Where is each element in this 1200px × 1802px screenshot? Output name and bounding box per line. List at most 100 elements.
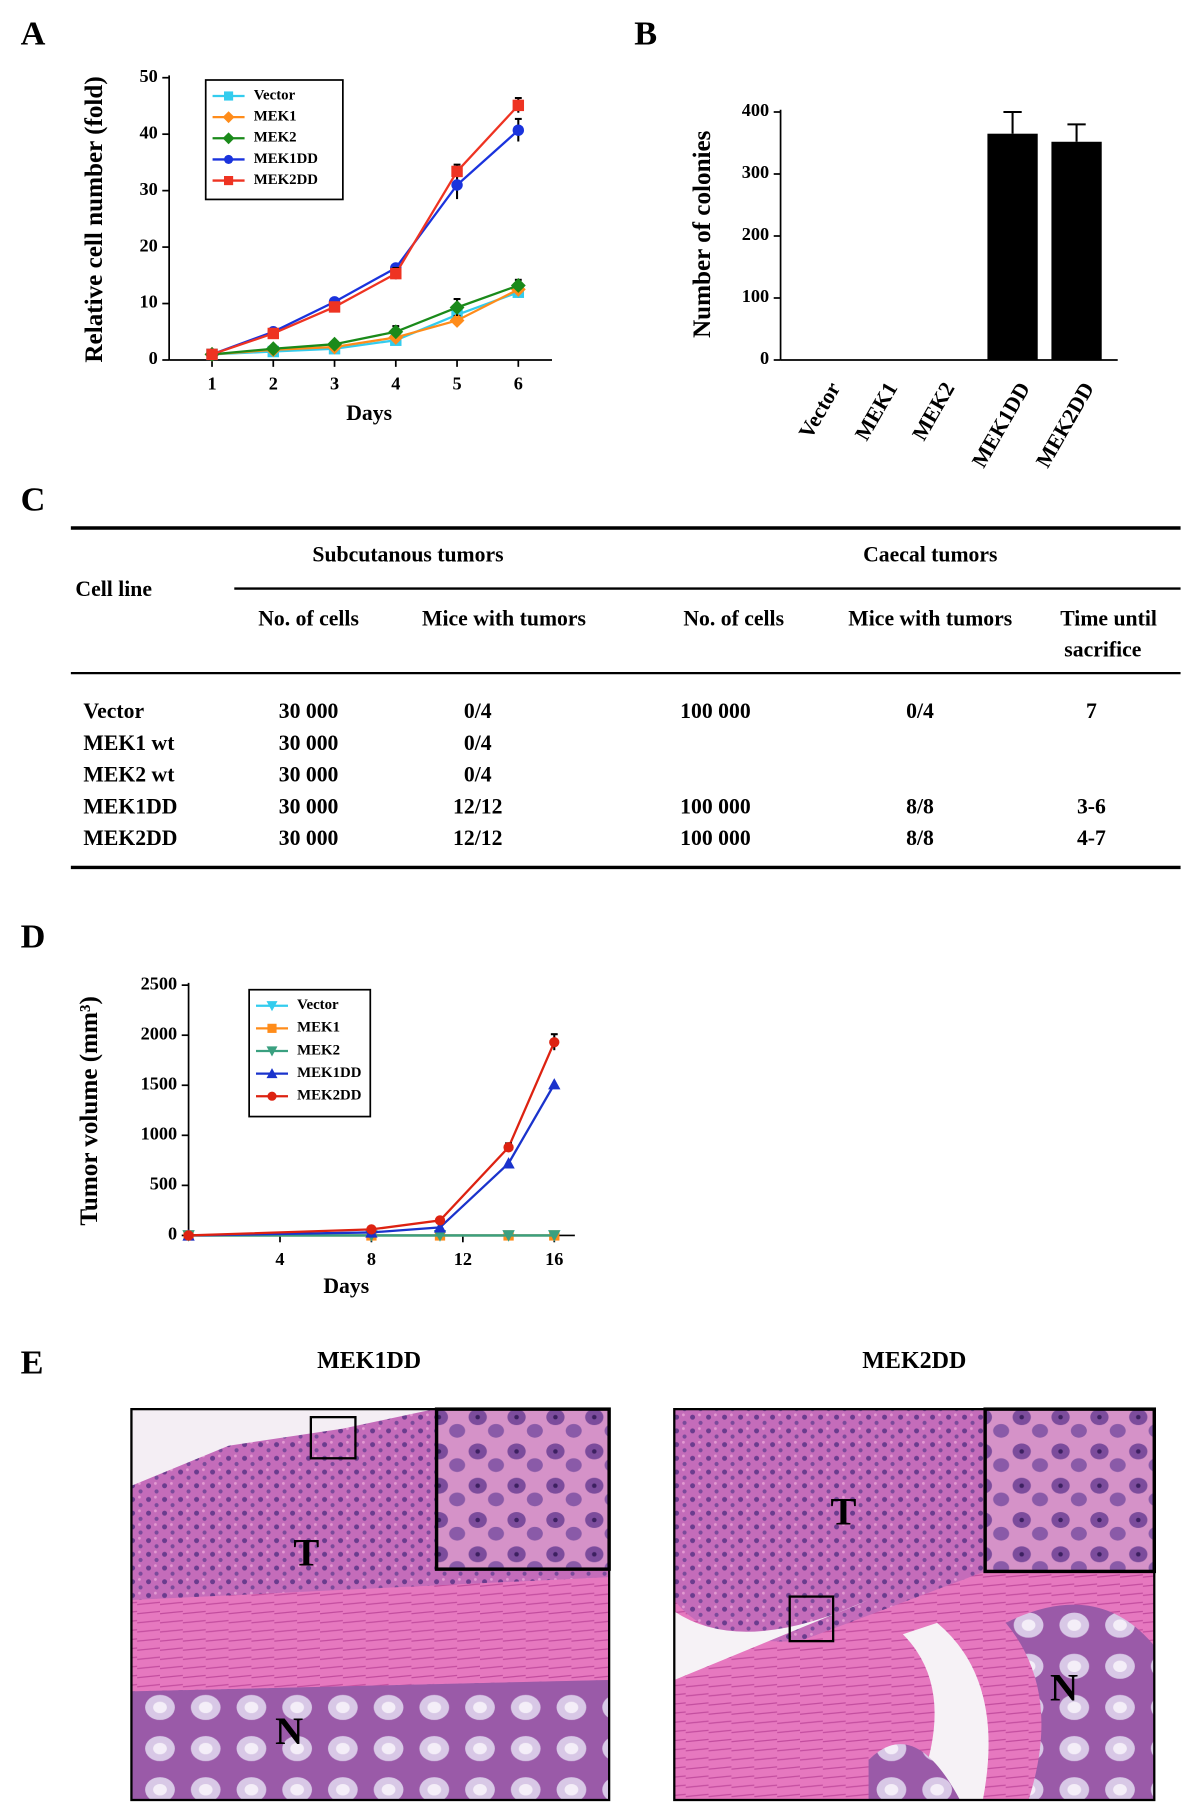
marker [265,341,281,357]
table-cell: 7 [1086,699,1097,723]
y-tick-label: 20 [139,235,157,255]
y-tick-label: 1000 [141,1124,178,1144]
legend-marker [267,1091,277,1101]
y-tick-label: 0 [149,348,158,368]
x-tick-label: 6 [514,373,523,393]
table-cell: No. of cells [258,607,359,631]
legend-marker [222,132,235,145]
marker [512,124,525,136]
table-cell: 30 000 [279,763,339,787]
marker [206,348,218,361]
x-tick-label: MEK2 [907,378,959,444]
marker [366,1224,377,1235]
table-cell: 100 000 [680,794,751,818]
marker [451,179,463,191]
marker [449,313,465,328]
y-tick-label: 30 [139,179,157,199]
table-cell: Mice with tumors [422,607,586,631]
panel-label: E [21,1344,44,1382]
inset-marker [309,1415,357,1460]
table-cell: 12/12 [453,826,502,850]
y-tick-label: 500 [150,1174,177,1194]
y-tick-label: 200 [742,224,769,244]
table-cell: 100 000 [680,826,751,850]
legend-label: Vector [297,997,339,1013]
series-line [211,284,519,356]
tissue-label: N [1050,1666,1078,1709]
x-tick-label: 2 [269,373,278,393]
table-cell: 30 000 [279,826,339,850]
y-tick-label: 0 [168,1224,177,1244]
tissue-label: T [830,1490,856,1533]
x-tick-label: 8 [367,1249,376,1269]
glands [131,1680,610,1800]
table: Cell line Subcutanous tumors Caecal tumors… [70,526,1181,870]
table-cell: Vector [83,699,144,723]
legend-label: MEK2DD [297,1088,361,1104]
marker [548,1230,561,1242]
tissue-label: N [275,1710,303,1753]
background [674,1600,869,1680]
table-cell: 0/4 [464,763,492,787]
frame [673,1408,1156,1802]
marker [267,327,279,340]
y-tick-label: 50 [139,66,157,86]
y-tick-label: 40 [139,122,157,142]
panel-label: B [634,14,657,52]
legend-label: MEK2 [254,130,297,146]
panel-label: A [21,14,46,52]
legend-label: MEK1DD [254,151,318,167]
x-tick-label: 4 [391,373,400,393]
marker [502,1157,515,1169]
legend-label: MEK2 [297,1042,340,1058]
series-line [211,291,519,356]
series-line [188,1041,556,1237]
glands [868,1744,960,1800]
series-line [188,1083,556,1237]
series-line [211,104,520,356]
marker [388,324,404,340]
legend-label: MEK1 [297,1020,340,1036]
table-cell: 12/12 [453,794,502,818]
table-cell: 100 000 [680,699,751,723]
table-cell: MEK2 wt [83,763,175,787]
marker [451,165,463,178]
marker [549,1037,560,1048]
x-axis-label: Days [323,1274,369,1298]
legend-marker [224,176,234,186]
table-cell: Caecal tumors [863,543,997,567]
micrograph-panel: MEK1DD T N [130,1348,611,1802]
y-axis-label: Relative cell number (fold) [81,76,108,362]
legend-marker [224,154,234,164]
x-tick-label: 1 [207,373,216,393]
marker [327,336,342,352]
table-cell: sacrifice [1064,637,1141,661]
x-tick-label: 4 [275,1249,284,1269]
table-cell: MEK1DD [83,794,177,818]
marker [449,300,465,315]
table-cell: 4-7 [1077,826,1106,850]
marker [433,1221,447,1233]
x-tick-label: MEK1DD [967,378,1035,471]
legend-label: Vector [254,87,296,103]
marker [390,267,402,280]
y-tick-label: 10 [139,292,157,312]
table-cell: 0/4 [464,731,492,755]
background [902,1622,989,1800]
background [131,1409,435,1486]
stroma [131,1577,610,1692]
bar [987,133,1038,360]
table-cell: 0/4 [906,699,934,723]
x-tick-label: 16 [545,1249,563,1269]
y-tick-label: 100 [742,286,769,306]
marker [183,1230,194,1241]
series-line [211,129,520,356]
x-tick-label: MEK1 [850,378,902,444]
inset [983,1407,1156,1574]
x-tick-label: 5 [452,373,461,393]
y-tick-label: 2500 [141,973,178,993]
table-cell: 30 000 [279,699,339,723]
table-cell: No. of cells [683,607,784,631]
x-tick-label: 3 [330,373,339,393]
